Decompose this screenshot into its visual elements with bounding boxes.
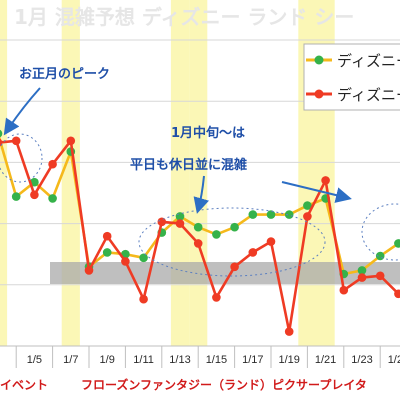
point-2-1-23 <box>357 273 367 282</box>
x-tick-label: 1/25 <box>388 354 400 366</box>
x-tick-label: 1/11 <box>133 354 154 366</box>
peak-arrow <box>3 87 41 136</box>
legend: ディズニー ディズニー <box>303 43 400 111</box>
x-tick-label: 1/9 <box>100 354 115 366</box>
x-tick-label: 1/19 <box>278 354 299 366</box>
point-2-1-22 <box>339 285 349 295</box>
point-2-1-10 <box>121 257 130 266</box>
weekend-band <box>189 0 208 346</box>
point-1-1-25 <box>394 239 400 248</box>
point-2-1-12 <box>157 217 167 227</box>
point-2-1-18 <box>266 237 276 246</box>
point-2-1-11 <box>139 294 148 304</box>
point-1-1-14 <box>193 222 203 232</box>
late-jan-arrow <box>281 181 352 203</box>
point-2-1-19 <box>284 327 294 336</box>
point-2-1-8 <box>84 266 94 275</box>
point-1-1-5 <box>30 177 39 187</box>
peak-ellipse <box>0 133 43 183</box>
point-2-1-4 <box>11 136 21 146</box>
event-label-left: イベント <box>0 378 48 392</box>
point-1-1-3 <box>0 129 3 138</box>
weekend-band <box>0 0 8 346</box>
x-tick-label: 1/21 <box>315 354 336 366</box>
point-2-1-21 <box>321 176 330 185</box>
point-2-1-7 <box>66 136 76 146</box>
point-2-1-25 <box>394 289 400 299</box>
weekend-band <box>61 0 80 346</box>
weekend-band <box>170 0 190 346</box>
point-2-1-17 <box>248 248 258 257</box>
point-1-1-11 <box>139 253 148 263</box>
x-tick-label: 1/23 <box>351 354 372 366</box>
point-2-1-16 <box>230 262 239 272</box>
annotation-new-year-peak: お正月のピーク <box>19 67 110 82</box>
point-2-1-6 <box>48 159 57 169</box>
x-tick-label: 1/13 <box>169 354 190 366</box>
legend-marker-2 <box>314 89 324 99</box>
x-tick-label: 1/17 <box>242 354 263 366</box>
point-2-1-24 <box>375 271 385 281</box>
legend-label-2: ディズニー <box>337 86 400 104</box>
mid-jan-ellipse <box>138 207 326 277</box>
point-2-1-20 <box>303 212 312 221</box>
annotation-weekday-crowded: 平日も休日並に混雑 <box>130 157 247 173</box>
point-1-1-17 <box>248 210 258 219</box>
series-layer <box>0 129 400 336</box>
point-1-1-6 <box>48 194 57 203</box>
legend-label-1: ディズニー <box>337 52 400 70</box>
x-axis-ticks: 1/5 1/7 1/9 1/11 1/13 1/15 1/17 1/19 1/21 1/23 1/2… <box>15 346 400 368</box>
point-1-1-4 <box>11 192 21 201</box>
point-1-1-20 <box>303 201 312 210</box>
point-2-1-14 <box>193 239 203 248</box>
point-2-1-5 <box>30 190 39 200</box>
average-band <box>50 262 400 284</box>
late-jan-ellipse <box>361 203 400 261</box>
x-tick-label: 1/15 <box>206 354 227 366</box>
x-tick-label: 1/7 <box>63 354 78 366</box>
legend-box <box>303 43 400 111</box>
x-tick-label: 1/5 <box>27 354 42 366</box>
point-1-1-16 <box>230 222 239 232</box>
point-2-1-15 <box>212 293 221 302</box>
point-1-1-23 <box>357 266 367 275</box>
point-1-1-19 <box>284 210 294 219</box>
point-2-1-13 <box>175 219 185 228</box>
point-1-1-9 <box>102 248 112 257</box>
legend-marker-1 <box>314 55 324 65</box>
event-label-right: フローズンファンタジー（ランド）ピクサープレイタ <box>81 377 367 392</box>
faded-header: 1月 混雑予想 ディズニー ランド シー <box>14 5 354 29</box>
annotation-mid-january: 1月中旬～は <box>171 125 245 141</box>
point-1-1-18 <box>266 210 276 219</box>
point-1-1-15 <box>212 230 221 239</box>
mid-jan-arrow <box>193 175 209 214</box>
point-2-1-9 <box>102 231 112 241</box>
